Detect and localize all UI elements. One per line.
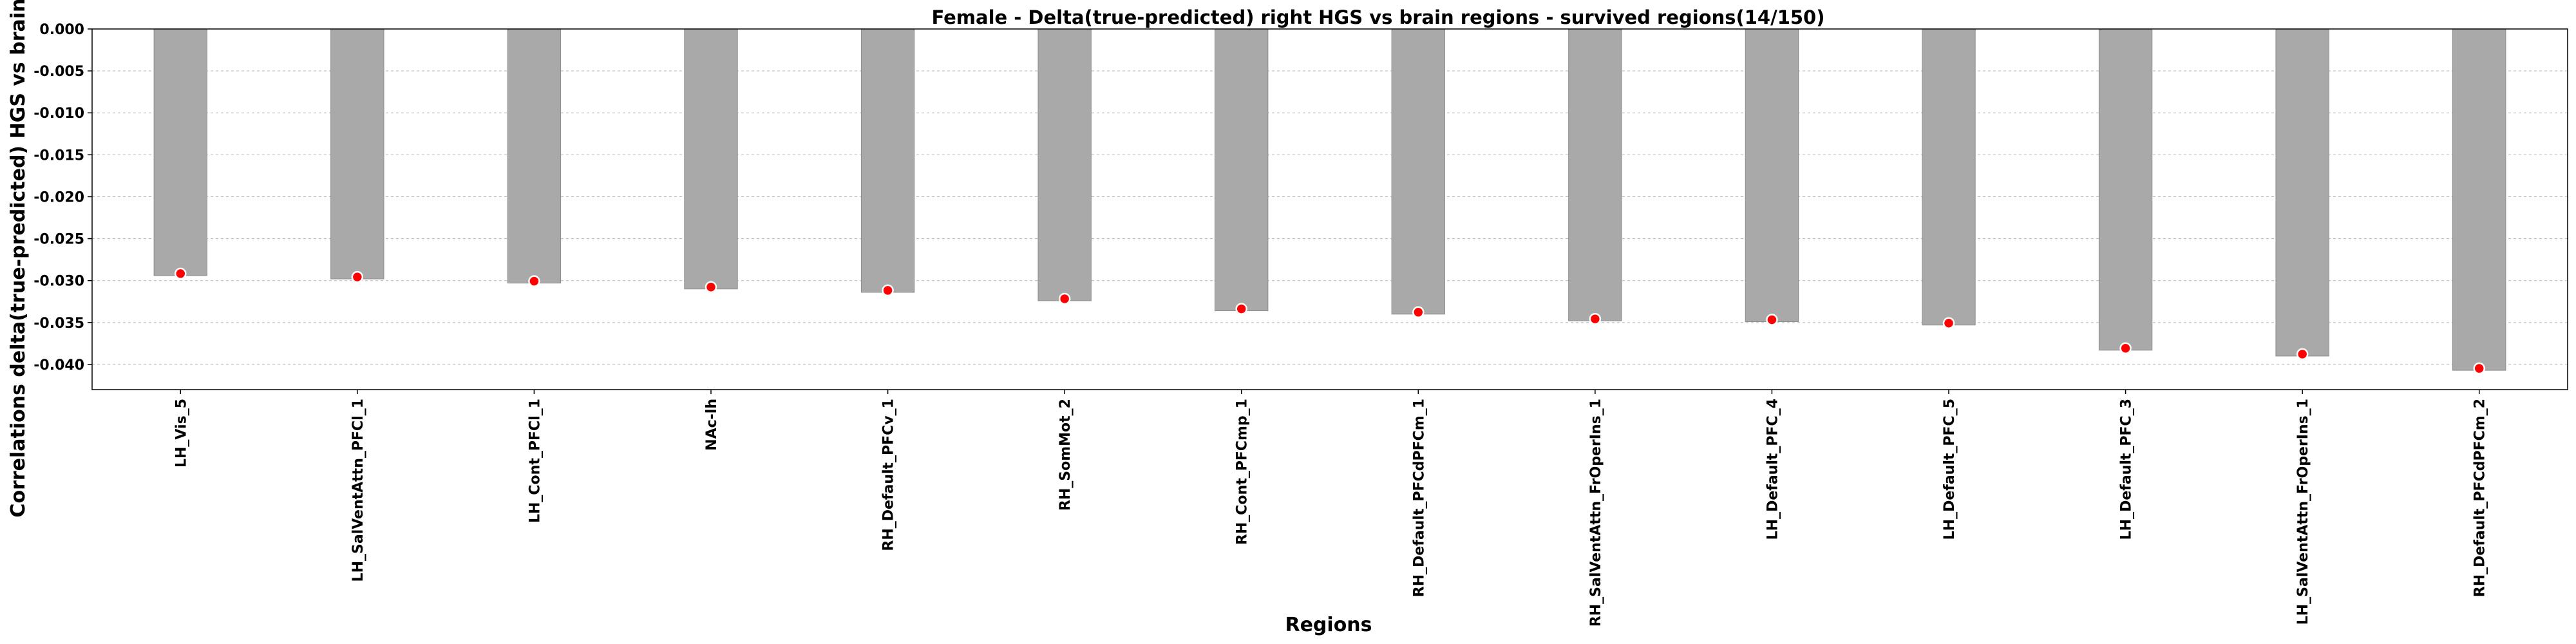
y-tick-label: -0.020 (33, 189, 84, 205)
bar-LH_Cont_PFCl_1 (507, 28, 562, 284)
chart-title: Female - Delta(true-predicted) right HGS… (931, 6, 1824, 28)
bar-RH_Default_PFCdPFCm_1 (1391, 28, 1445, 315)
x-tick-label: RH_Default_PFCdPFCm_2 (2472, 399, 2488, 597)
marker-NAc-lh (705, 281, 717, 293)
marker-LH_Vis_5 (175, 267, 187, 280)
marker-LH_Default_PFC_5 (1942, 317, 1955, 329)
y-tick-label: -0.035 (33, 316, 84, 332)
x-tick-label: RH_SalVentAttn_FrOperIns_1 (1588, 399, 1604, 627)
grid-lines (92, 28, 2568, 365)
x-tick-label: RH_Cont_PFCmp_1 (1235, 399, 1251, 545)
x-tick-label: LH_SalVentAttn_FrOperIns_1 (2295, 399, 2311, 625)
marker-RH_Cont_PFCmp_1 (1235, 303, 1247, 315)
marker-RH_Default_PFCdPFCm_1 (1412, 306, 1425, 319)
marker-LH_Default_PFC_4 (1766, 314, 1778, 326)
y-axis-ticks: 0.000 -0.005 -0.010 -0.015 -0.020 -0.025 -0.03… (33, 22, 92, 374)
x-tick-label: LH_SalVentAttn_PFCl_1 (350, 399, 366, 582)
bar-RH_Default_PFCv_1 (860, 28, 915, 293)
y-tick-label: -0.010 (33, 106, 84, 122)
x-axis-ticks: LH_Vis_5 LH_SalVentAttn_PFCl_1 LH_Cont_PFC… (173, 390, 2488, 627)
plot-frame (91, 28, 2568, 390)
bar-RH_Cont_PFCmp_1 (1215, 28, 1269, 312)
y-tick-label: -0.040 (33, 357, 84, 374)
x-tick-label: LH_Default_PFC_5 (1942, 399, 1958, 540)
y-tick-label: 0.000 (39, 22, 84, 38)
bar-LH_Default_PFC_5 (1922, 28, 1976, 326)
bar-LH_SalVentAttn_PFCl_1 (330, 28, 384, 279)
marker-RH_Default_PFCv_1 (882, 284, 894, 297)
x-tick-label: LH_Default_PFC_3 (2119, 399, 2135, 540)
marker-RH_SalVentAttn_FrOperIns_1 (1589, 312, 1602, 325)
x-tick-label: RH_Default_PFCv_1 (881, 399, 897, 551)
x-tick-label: NAc-lh (704, 399, 720, 451)
bar-LH_SalVentAttn_FrOperIns_1 (2275, 28, 2329, 357)
bar-LH_Default_PFC_4 (1745, 28, 1799, 323)
marker-RH_Default_PFCdPFCm_2 (2473, 362, 2485, 375)
x-tick-label: RH_SomMot_2 (1057, 399, 1074, 511)
y-tick-label: -0.005 (33, 64, 84, 80)
y-tick-label: -0.025 (33, 232, 84, 248)
bar-RH_SomMot_2 (1037, 28, 1092, 301)
x-tick-label: LH_Cont_PFCl_1 (527, 399, 543, 523)
x-axis-label: Regions (1285, 614, 1372, 636)
marker-RH_SomMot_2 (1058, 292, 1071, 305)
y-axis-label: Correlations delta(true-predicted) HGS v… (7, 0, 30, 518)
bar-LH_Default_PFC_3 (2098, 28, 2153, 351)
value-markers (175, 267, 2485, 375)
y-tick-label: -0.015 (33, 147, 84, 164)
marker-LH_Cont_PFCl_1 (528, 275, 540, 287)
y-tick-label: -0.030 (33, 274, 84, 290)
bar-LH_Vis_5 (153, 28, 207, 276)
marker-LH_SalVentAttn_FrOperIns_1 (2296, 348, 2309, 361)
bars (153, 28, 2506, 371)
bar-NAc-lh (684, 28, 738, 290)
x-tick-label: RH_Default_PFCdPFCm_1 (1411, 399, 1427, 597)
marker-LH_SalVentAttn_PFCl_1 (351, 270, 364, 283)
bar-RH_SalVentAttn_FrOperIns_1 (1568, 28, 1622, 321)
x-tick-label: LH_Vis_5 (173, 399, 189, 468)
marker-LH_Default_PFC_3 (2119, 342, 2132, 355)
x-tick-label: LH_Default_PFC_4 (1765, 399, 1781, 540)
bar-RH_Default_PFCdPFCm_2 (2452, 28, 2506, 371)
